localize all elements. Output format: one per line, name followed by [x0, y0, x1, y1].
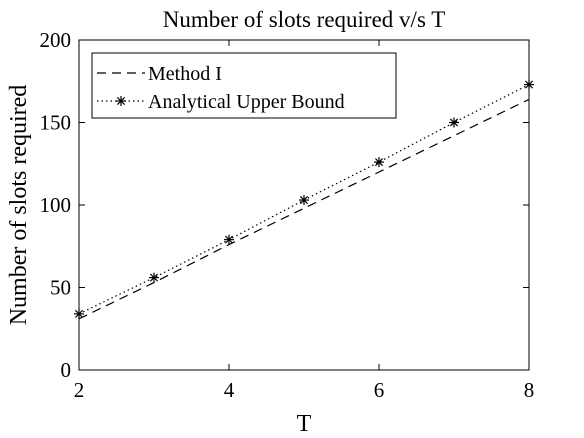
- data-point-marker: [299, 195, 309, 206]
- legend-marker-upper-bound: [116, 96, 126, 106]
- data-point-marker: [524, 79, 534, 90]
- y-tick-label: 100: [40, 193, 72, 217]
- y-tick-label: 0: [61, 358, 72, 382]
- series-layer: [74, 79, 534, 320]
- chart-title: Number of slots required v/s T: [163, 7, 446, 32]
- legend: Method I Analytical Upper Bound: [91, 52, 397, 119]
- legend-asterisk-marker: [116, 96, 126, 106]
- data-point-marker: [74, 308, 84, 319]
- data-point-marker: [374, 157, 384, 168]
- x-tick-label: 4: [224, 378, 235, 402]
- data-point-marker: [149, 272, 159, 283]
- y-tick-label: 150: [40, 111, 72, 135]
- data-point-marker: [224, 234, 234, 245]
- x-tick-label: 6: [374, 378, 385, 402]
- y-tick-label: 200: [40, 28, 72, 52]
- legend-box: [91, 52, 397, 119]
- y-axis-label: Number of slots required: [6, 85, 32, 326]
- legend-label-upper-bound: Analytical Upper Bound: [148, 91, 345, 113]
- data-point-marker: [449, 117, 459, 128]
- legend-label-method-i: Method I: [148, 63, 222, 85]
- x-tick-label: 8: [524, 378, 535, 402]
- x-axis-label: T: [297, 411, 312, 437]
- y-tick-label: 50: [50, 276, 71, 300]
- axis-ticks: 2 4 6 8 0 50 100 150 200: [40, 28, 535, 402]
- x-tick-label: 2: [74, 378, 85, 402]
